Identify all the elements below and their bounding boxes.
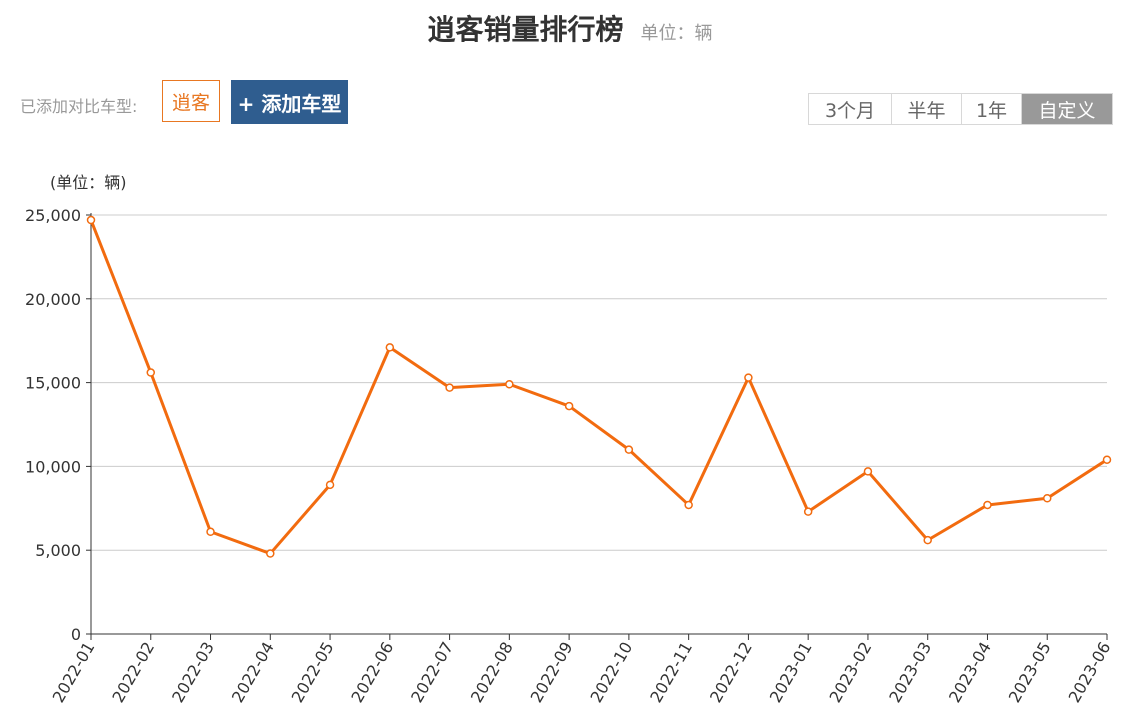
- data-point: [206, 527, 215, 537]
- range-custom[interactable]: 自定义: [1021, 94, 1112, 124]
- x-tick-label: 2023-05: [1005, 639, 1055, 706]
- compare-label: 已添加对比车型:: [20, 97, 138, 116]
- data-point: [684, 500, 693, 510]
- x-tick-label: 2022-09: [527, 639, 577, 706]
- range-half-year[interactable]: 半年: [891, 94, 961, 124]
- data-point: [803, 507, 813, 516]
- title-unit: 单位：辆: [640, 23, 713, 44]
- x-tick-label: 2023-01: [766, 639, 816, 706]
- data-point: [385, 343, 395, 352]
- x-tick-label: 2022-11: [646, 639, 696, 706]
- y-tick-label: 0: [71, 625, 81, 644]
- data-point: [744, 373, 753, 382]
- data-point: [564, 401, 574, 411]
- x-tick-label: 2023-03: [885, 639, 935, 706]
- series-line: [89, 219, 1108, 556]
- x-tick-label: 2022-06: [347, 639, 397, 706]
- y-tick-label: 10,000: [25, 457, 81, 476]
- time-range-selector: 3个月 半年 1年 自定义: [808, 93, 1113, 125]
- data-point: [86, 215, 96, 225]
- x-tick-label: 2022-12: [706, 639, 756, 706]
- x-tick-label: 2023-04: [945, 639, 995, 706]
- x-tick-label: 2022-04: [228, 639, 278, 706]
- data-point: [146, 368, 156, 377]
- range-1-year[interactable]: 1年: [961, 94, 1021, 124]
- data-point: [923, 535, 932, 545]
- data-point: [505, 380, 514, 389]
- data-point: [325, 480, 335, 490]
- x-tick-label: 2023-02: [826, 639, 876, 706]
- x-tick-label: 2022-05: [288, 639, 338, 706]
- y-tick-label: 5,000: [35, 541, 81, 560]
- data-point: [983, 500, 992, 510]
- x-tick-label: 2022-07: [407, 639, 457, 706]
- compare-model-tag[interactable]: 逍客: [162, 80, 220, 122]
- x-tick-label: 2022-01: [49, 639, 99, 706]
- y-tick-label: 25,000: [25, 206, 81, 225]
- data-point: [266, 549, 275, 558]
- y-tick-label: 20,000: [25, 290, 81, 309]
- y-tick-label: 15,000: [25, 374, 81, 393]
- x-tick-label: 2023-06: [1065, 639, 1115, 706]
- x-tick-label: 2022-02: [108, 639, 158, 706]
- x-tick-label: 2022-03: [168, 639, 218, 706]
- y-axis-label: (单位：辆): [50, 173, 127, 192]
- data-point: [624, 445, 634, 454]
- data-point: [863, 467, 873, 476]
- x-tick-label: 2022-10: [586, 639, 636, 706]
- range-3-months[interactable]: 3个月: [824, 99, 876, 122]
- chart-header: 逍客销量排行榜 单位：辆: [0, 8, 1140, 48]
- page-title: 逍客销量排行榜: [427, 13, 624, 46]
- data-point: [445, 383, 454, 392]
- add-model-button[interactable]: + 添加车型: [231, 80, 348, 124]
- data-point: [1042, 493, 1052, 503]
- x-tick-label: 2022-08: [467, 639, 517, 706]
- data-point: [1102, 455, 1112, 464]
